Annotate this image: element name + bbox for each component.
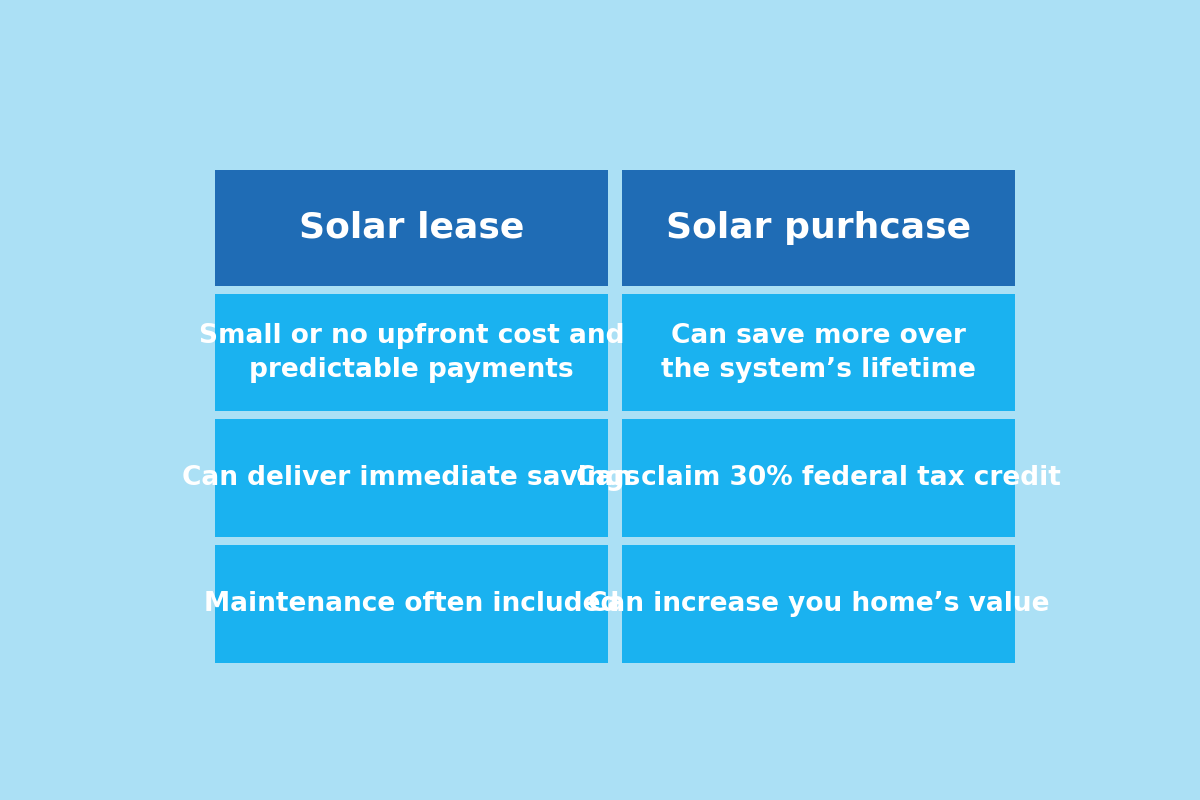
Text: Solar lease: Solar lease	[299, 211, 524, 245]
Text: Can claim 30% federal tax credit: Can claim 30% federal tax credit	[576, 466, 1061, 491]
Bar	[622, 419, 1015, 537]
Bar	[215, 419, 608, 537]
Text: Can deliver immediate savings: Can deliver immediate savings	[182, 466, 641, 491]
Bar	[215, 294, 608, 411]
Bar	[622, 545, 1015, 662]
Text: Can save more over
the system’s lifetime: Can save more over the system’s lifetime	[661, 322, 976, 382]
Bar	[622, 170, 1015, 286]
Bar	[215, 170, 608, 286]
Text: Solar purhcase: Solar purhcase	[666, 211, 971, 245]
Text: Small or no upfront cost and
predictable payments: Small or no upfront cost and predictable…	[199, 322, 624, 382]
Text: Maintenance often included: Maintenance often included	[204, 591, 619, 617]
Bar	[215, 545, 608, 662]
Text: Can increase you home’s value: Can increase you home’s value	[588, 591, 1049, 617]
Bar	[622, 294, 1015, 411]
